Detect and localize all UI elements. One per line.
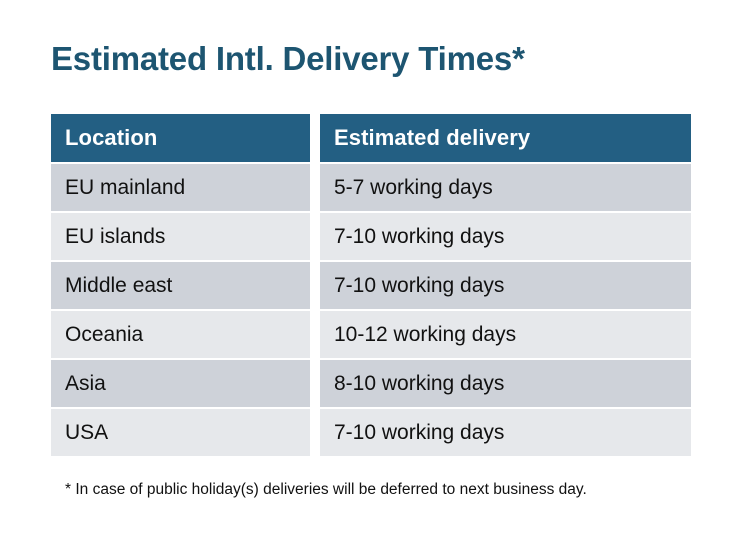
column-header-estimated-delivery: Estimated delivery xyxy=(320,114,691,162)
footnote-text: * In case of public holiday(s) deliverie… xyxy=(65,481,587,498)
cell-location: Asia xyxy=(51,360,310,407)
column-gutter xyxy=(310,311,320,358)
cell-estimated-delivery: 10-12 working days xyxy=(320,311,691,358)
table-row: Middle east 7-10 working days xyxy=(51,262,691,309)
cell-location: EU islands xyxy=(51,213,310,260)
column-gutter xyxy=(310,114,320,162)
cell-estimated-delivery: 5-7 working days xyxy=(320,164,691,211)
cell-estimated-delivery: 7-10 working days xyxy=(320,409,691,456)
cell-location: USA xyxy=(51,409,310,456)
table-row: Oceania 10-12 working days xyxy=(51,311,691,358)
table-row: USA 7-10 working days xyxy=(51,409,691,456)
table-row: Asia 8-10 working days xyxy=(51,360,691,407)
column-gutter xyxy=(310,213,320,260)
column-gutter xyxy=(310,164,320,211)
cell-location: Middle east xyxy=(51,262,310,309)
table-row: EU islands 7-10 working days xyxy=(51,213,691,260)
cell-estimated-delivery: 8-10 working days xyxy=(320,360,691,407)
column-gutter xyxy=(310,409,320,456)
table-header-row: Location Estimated delivery xyxy=(51,114,691,162)
column-gutter xyxy=(310,262,320,309)
cell-location: EU mainland xyxy=(51,164,310,211)
table-row: EU mainland 5-7 working days xyxy=(51,164,691,211)
cell-estimated-delivery: 7-10 working days xyxy=(320,262,691,309)
page-title: Estimated Intl. Delivery Times* xyxy=(51,40,525,77)
cell-location: Oceania xyxy=(51,311,310,358)
cell-estimated-delivery: 7-10 working days xyxy=(320,213,691,260)
estimated-delivery-times-table: Location Estimated delivery EU mainland … xyxy=(51,114,691,456)
column-header-location: Location xyxy=(51,114,310,162)
column-gutter xyxy=(310,360,320,407)
